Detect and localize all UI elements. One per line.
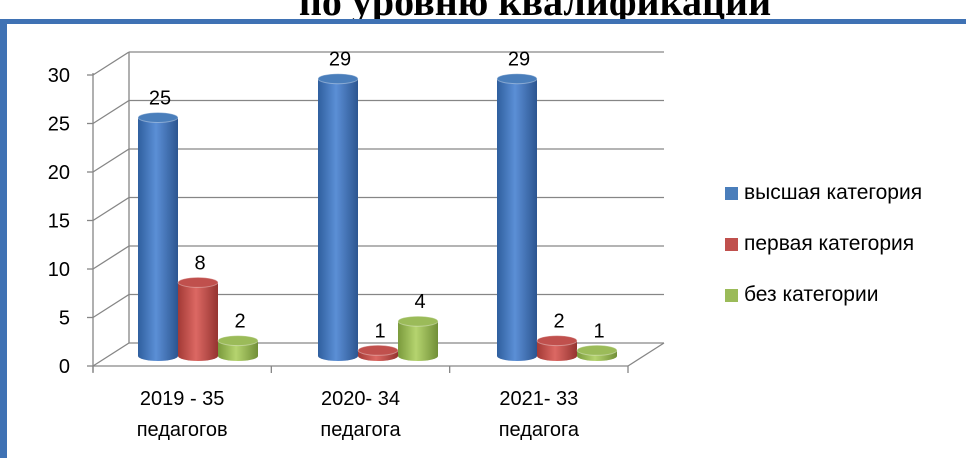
bar-body bbox=[497, 78, 537, 361]
legend-item: высшая категория bbox=[725, 180, 922, 206]
legend-label: первая категория bbox=[744, 232, 915, 255]
x-tick-label: 2020- 34 педагога bbox=[320, 388, 401, 441]
legend-swatch bbox=[725, 186, 738, 200]
y-tick-label: 20 bbox=[48, 162, 70, 184]
y-tick-label: 25 bbox=[48, 114, 70, 136]
data-label: 29 bbox=[508, 49, 530, 71]
frame-top-border bbox=[0, 18, 966, 24]
y-tick-label: 15 bbox=[48, 211, 70, 233]
bar-body bbox=[138, 117, 178, 361]
data-label: 2 bbox=[234, 311, 245, 333]
gridline-side-5 bbox=[92, 99, 130, 125]
data-label: 1 bbox=[593, 320, 604, 342]
bar-body bbox=[537, 340, 577, 361]
bar-body bbox=[218, 340, 258, 361]
gridline-side-1 bbox=[92, 293, 130, 319]
bar-body bbox=[318, 78, 358, 361]
bar bbox=[536, 335, 578, 361]
bar-top bbox=[317, 73, 359, 85]
bar bbox=[317, 73, 359, 361]
data-label: 8 bbox=[194, 252, 205, 274]
floor-right-edge bbox=[627, 342, 665, 367]
legend: высшая категория первая категория без кате… bbox=[725, 180, 922, 333]
bar-top bbox=[177, 276, 219, 288]
chart-title: по уровню квалификации bbox=[0, 0, 966, 19]
bar bbox=[177, 276, 219, 361]
gridline-side-0 bbox=[92, 342, 130, 367]
x-tick-label: 2019 - 35 педагогов bbox=[137, 388, 228, 441]
gridline-side-6 bbox=[92, 51, 130, 76]
y-tick-label: 10 bbox=[48, 259, 70, 281]
data-label: 4 bbox=[414, 291, 425, 313]
bar-top bbox=[357, 344, 399, 356]
bar bbox=[217, 335, 259, 361]
data-label: 25 bbox=[149, 88, 171, 110]
legend-swatch bbox=[725, 237, 738, 251]
bar-body bbox=[398, 321, 438, 361]
bar-body bbox=[178, 282, 218, 361]
y-tick-label: 30 bbox=[48, 65, 70, 87]
data-label: 29 bbox=[329, 49, 351, 71]
bar bbox=[357, 344, 399, 361]
y-tick-label: 5 bbox=[59, 308, 70, 330]
gridline-side-4 bbox=[92, 148, 130, 173]
x-tick-label: 2021- 33 педагога bbox=[499, 388, 580, 441]
legend-label: высшая категория bbox=[744, 181, 923, 204]
data-label: 2 bbox=[553, 311, 564, 333]
frame-left-border bbox=[0, 18, 7, 458]
legend-item: первая категория bbox=[725, 231, 922, 257]
legend-label: без категории bbox=[744, 283, 879, 306]
bar bbox=[397, 315, 439, 361]
y-tick-label: 0 bbox=[59, 356, 70, 378]
legend-item: без категории bbox=[725, 282, 922, 308]
bar bbox=[496, 73, 538, 361]
bar-top bbox=[536, 335, 578, 347]
gridline-side-3 bbox=[92, 196, 130, 222]
bar-top bbox=[576, 344, 618, 356]
bar-top bbox=[137, 112, 179, 123]
bar-top bbox=[217, 335, 259, 347]
data-label: 1 bbox=[374, 320, 385, 342]
bar bbox=[137, 112, 179, 361]
bar-top bbox=[397, 315, 439, 327]
bar bbox=[576, 344, 618, 361]
legend-swatch bbox=[725, 288, 738, 302]
bar-top bbox=[496, 73, 538, 85]
gridline-side-2 bbox=[92, 245, 130, 270]
title-clip: по уровню квалификации bbox=[0, 0, 966, 19]
